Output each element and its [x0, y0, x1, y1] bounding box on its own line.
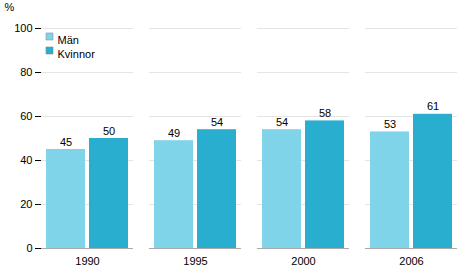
- svg-text:Kvinnor: Kvinnor: [58, 48, 96, 60]
- svg-text:2000: 2000: [291, 255, 315, 267]
- svg-text:49: 49: [168, 127, 180, 139]
- svg-text:54: 54: [211, 116, 223, 128]
- svg-text:Män: Män: [58, 34, 79, 46]
- svg-text:50: 50: [103, 125, 115, 137]
- svg-text:45: 45: [60, 136, 72, 148]
- svg-text:40: 40: [20, 154, 32, 166]
- svg-text:1990: 1990: [75, 255, 99, 267]
- svg-text:60: 60: [20, 110, 32, 122]
- svg-text:100: 100: [14, 22, 32, 34]
- svg-text:80: 80: [20, 66, 32, 78]
- svg-text:61: 61: [427, 100, 439, 112]
- svg-text:0: 0: [26, 242, 32, 254]
- svg-text:1995: 1995: [183, 255, 207, 267]
- svg-text:54: 54: [276, 116, 288, 128]
- svg-text:58: 58: [319, 107, 331, 119]
- svg-text:%: %: [5, 1, 15, 13]
- svg-text:20: 20: [20, 198, 32, 210]
- svg-text:53: 53: [384, 118, 396, 130]
- svg-text:2006: 2006: [399, 255, 423, 267]
